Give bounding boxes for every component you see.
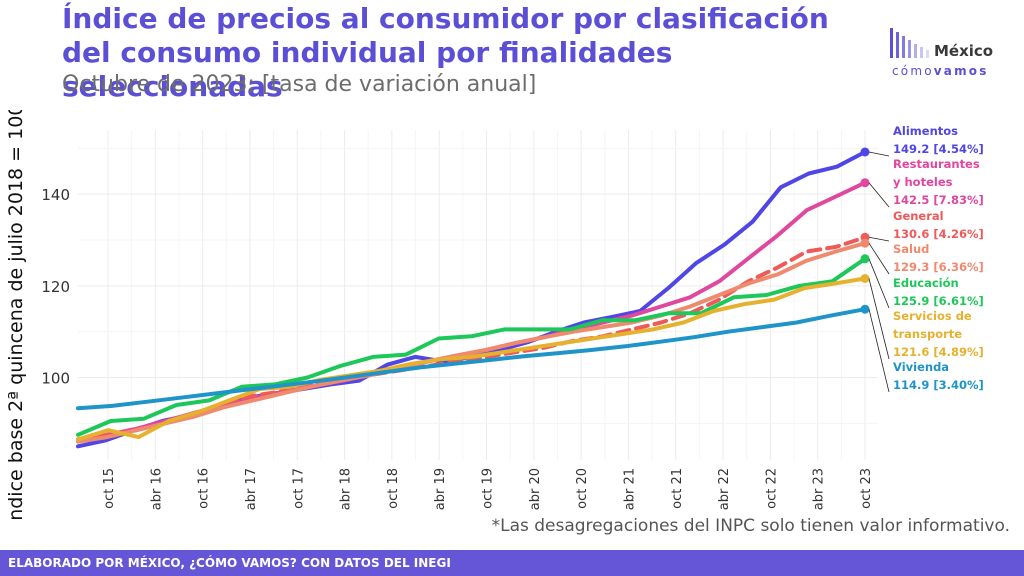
series-value-label: 142.5 [7.83%] [893,193,984,207]
series-line [76,256,867,437]
series-value-label: 114.9 [3.40%] [893,378,984,392]
x-tick-label: abr 20 [528,468,543,510]
series-value-label: 125.9 [6.61%] [893,294,984,308]
logo-bars-icon [890,28,929,58]
logo-text-vamos: vamos [933,64,989,78]
x-tick-label: oct 19 [481,468,496,509]
series-end-point [860,304,870,314]
x-tick-label: oct 21 [670,468,685,509]
x-tick-label: oct 16 [197,468,212,509]
series-name-label: Salud [893,242,929,256]
line-chart: 100 120 140 oct 15 abr 16 oct 16 abr 17 oct 17 a… [4,110,984,520]
x-tick-label: oct 22 [764,468,779,509]
logo-text-top: México [934,42,994,60]
series-end-point [860,274,870,283]
series-end-point [860,178,870,188]
x-tick-label: oct 20 [575,468,590,509]
leader-line [868,182,890,208]
series-name-label: Restaurantes [893,157,980,171]
series-end-point [860,147,870,157]
series-value-label: 130.6 [4.26%] [893,227,984,241]
series-name-label: y hoteles [893,175,953,189]
series-value-label: 129.3 [6.36%] [893,260,984,274]
series-name-label: Vivienda [893,360,949,374]
x-tick-label: abr 16 [149,468,164,510]
x-tick-label: abr 17 [244,468,259,510]
y-tick-label: 140 [41,186,70,204]
leader-line [868,258,890,309]
x-tick-label: oct 15 [102,468,117,509]
series-name-label: transporte [893,327,962,341]
x-tick-label: abr 22 [717,468,732,510]
chart-subtitle: Octubre de 2023; [tasa de variación anua… [62,72,537,97]
logo-text-como: cómo [892,64,934,78]
series-line [76,241,867,444]
series-name-label: Alimentos [893,124,958,138]
series-line [76,276,867,442]
series-end-point [860,238,870,248]
leader-line [868,236,890,242]
leader-line [868,278,890,360]
y-tick-label: 100 [41,370,70,388]
y-tick-label: 120 [41,278,70,296]
series-value-label: 149.2 [4.54%] [893,142,984,156]
footnote: *Las desagregaciones del INPC solo tiene… [491,516,1010,536]
series-line [76,307,867,411]
series-name-label: Servicios de [893,309,972,323]
series-end-point [860,254,870,264]
x-tick-label: oct 18 [386,468,401,509]
x-tick-label: oct 17 [291,468,306,509]
x-tick-label: abr 19 [433,468,448,510]
series-name-label: General [893,209,944,223]
x-tick-label: oct 23 [859,468,874,509]
logo: México cómovamos [888,24,1008,84]
x-tick-label: abr 18 [339,468,354,510]
y-axis-label: Índice base 2ª quincena de julio 2018 = … [4,110,27,520]
footer-credit: ELABORADO POR MÉXICO, ¿CÓMO VAMOS? CON D… [0,550,1024,576]
x-tick-label: abr 23 [812,468,827,510]
series-name-label: Educación [893,276,959,290]
logo-text-bottom: cómovamos [892,64,989,78]
x-tick-label: abr 21 [622,468,637,510]
series-value-label: 121.6 [4.89%] [893,345,984,359]
leader-line [868,151,890,157]
chart-title: Índice de precios al consumidor por clas… [62,2,829,103]
leader-line [868,309,890,393]
leader-line [868,242,890,275]
